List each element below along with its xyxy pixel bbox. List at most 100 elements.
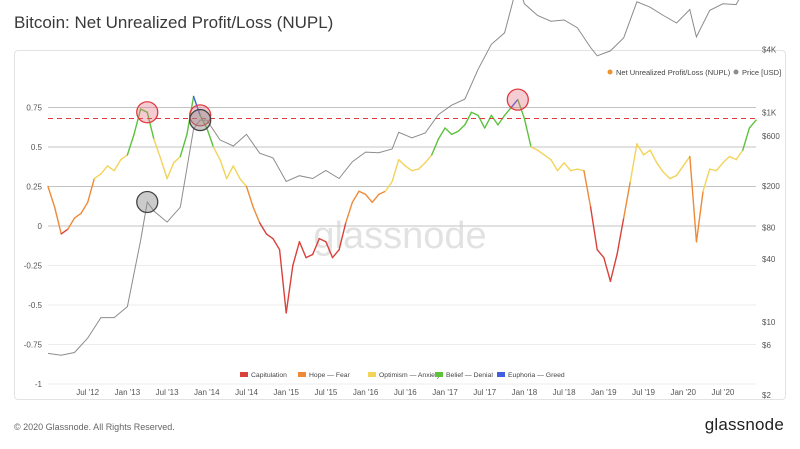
- nupl-segment: [331, 248, 340, 259]
- nupl-segment: [325, 241, 334, 259]
- nupl-segment: [550, 158, 559, 172]
- page-title: Bitcoin: Net Unrealized Profit/Loss (NUP…: [14, 13, 334, 32]
- nupl-segment: [113, 158, 122, 172]
- nupl-segment: [464, 111, 473, 126]
- x-tick-label: Jul '14: [235, 388, 258, 397]
- nupl-segment: [278, 248, 287, 314]
- nupl-segment: [675, 165, 684, 177]
- nupl-segment: [106, 165, 115, 172]
- x-tick-label: Jul '16: [394, 388, 417, 397]
- watermark: glassnode: [313, 215, 486, 257]
- nupl-segment: [252, 206, 261, 224]
- nupl-segment: [259, 222, 268, 235]
- nupl-segment: [450, 130, 459, 136]
- y-right-tick-label: $6: [762, 341, 771, 350]
- nupl-segment: [239, 177, 248, 188]
- y-right-tick-label: $2: [762, 391, 771, 400]
- nupl-segment: [622, 181, 631, 219]
- legend-bottom-label: Euphoria — Greed: [508, 372, 565, 379]
- nupl-segment: [378, 190, 387, 196]
- nupl-segment: [417, 162, 426, 170]
- legend-bottom-swatch: [298, 372, 306, 377]
- nupl-series: [47, 95, 757, 314]
- legend-bottom-label: Belief — Denial: [446, 372, 493, 379]
- nupl-segment: [173, 155, 182, 164]
- nupl-segment: [305, 253, 314, 259]
- nupl-segment: [199, 114, 208, 129]
- nupl-segment: [715, 162, 724, 172]
- legend-bottom-label: Capitulation: [251, 372, 287, 379]
- x-axis: Jul '12 Jan '13 Jul '13 Jan '14 Jul '14 Jan '…: [76, 388, 735, 397]
- nupl-segment: [576, 168, 585, 172]
- nupl-segment: [735, 149, 744, 161]
- x-tick-label: Jan '13: [115, 388, 141, 397]
- nupl-segment: [93, 173, 102, 180]
- nupl-segment: [708, 168, 717, 172]
- x-tick-label: Jan '15: [273, 388, 299, 397]
- nupl-segment: [232, 165, 241, 180]
- nupl-segment: [80, 201, 89, 215]
- nupl-segment: [616, 217, 625, 256]
- nupl-segment: [73, 212, 82, 219]
- nupl-segment: [570, 168, 579, 172]
- y-left-tick-label: 0.75: [26, 104, 42, 113]
- glassnode-logo[interactable]: glassnode: [704, 415, 784, 434]
- legend-bottom-swatch: [368, 372, 376, 377]
- nupl-segment: [120, 154, 129, 161]
- y-left-tick-label: -0.5: [28, 301, 42, 310]
- legend-bottom-label: Hope — Fear: [309, 372, 351, 379]
- nupl-segment: [87, 177, 96, 204]
- grid-lines: [48, 107, 756, 385]
- nupl-segment: [424, 154, 433, 164]
- y-left-tick-label: 0.5: [31, 143, 43, 152]
- nupl-segment: [662, 171, 671, 180]
- x-tick-label: Jul '18: [553, 388, 576, 397]
- y-right-tick-label: $1K: [762, 109, 777, 118]
- nupl-segment: [583, 169, 592, 208]
- y-right-tick-label: $10: [762, 318, 776, 327]
- nupl-segment: [477, 114, 486, 129]
- legend-top-swatch: [607, 69, 613, 75]
- legend-top-swatch: [733, 69, 739, 75]
- nupl-segment: [669, 174, 678, 180]
- nupl-segment: [146, 111, 155, 140]
- x-tick-label: Jan '16: [353, 388, 379, 397]
- nupl-segment: [457, 124, 466, 132]
- nupl-segment: [490, 114, 499, 126]
- nupl-segment: [298, 241, 307, 259]
- nupl-segment: [139, 108, 148, 113]
- legend-top: Net Unrealized Profit/Loss (NUPL) Price […: [607, 68, 781, 77]
- nupl-segment: [437, 127, 446, 140]
- nupl-segment: [543, 154, 552, 161]
- nupl-segment: [311, 237, 320, 256]
- x-tick-label: Jul '13: [156, 388, 179, 397]
- x-tick-label: Jan '14: [194, 388, 220, 397]
- nupl-segment: [371, 193, 380, 204]
- x-tick-label: Jul '19: [632, 388, 655, 397]
- nupl-segment: [206, 127, 215, 148]
- nupl-segment: [212, 146, 221, 161]
- copyright-text: © 2020 Glassnode. All Rights Reserved.: [14, 422, 175, 432]
- nupl-segment: [397, 158, 407, 167]
- legend-bottom: Capitulation Hope — Fear Optimism — Anxiet…: [240, 372, 565, 379]
- annotations: [136, 88, 529, 214]
- nupl-segment: [728, 155, 737, 161]
- nupl-segment: [530, 146, 539, 151]
- nupl-segment: [742, 127, 751, 151]
- y-right-tick-label: $80: [762, 223, 776, 232]
- x-tick-label: Jan '19: [591, 388, 617, 397]
- nupl-segment: [503, 106, 512, 117]
- price-series: [47, 0, 740, 356]
- nupl-segment: [265, 233, 274, 240]
- price-highlight-circle: [189, 108, 212, 132]
- nupl-segment: [636, 143, 645, 156]
- y-right-tick-label: $40: [762, 255, 776, 264]
- nupl-segment: [47, 185, 56, 208]
- nupl-segment: [159, 157, 168, 180]
- nupl-segment: [219, 158, 228, 180]
- nupl-segment: [358, 190, 367, 196]
- nupl-segment: [563, 162, 572, 172]
- price-line: [47, 0, 740, 356]
- nupl-segment: [285, 264, 294, 314]
